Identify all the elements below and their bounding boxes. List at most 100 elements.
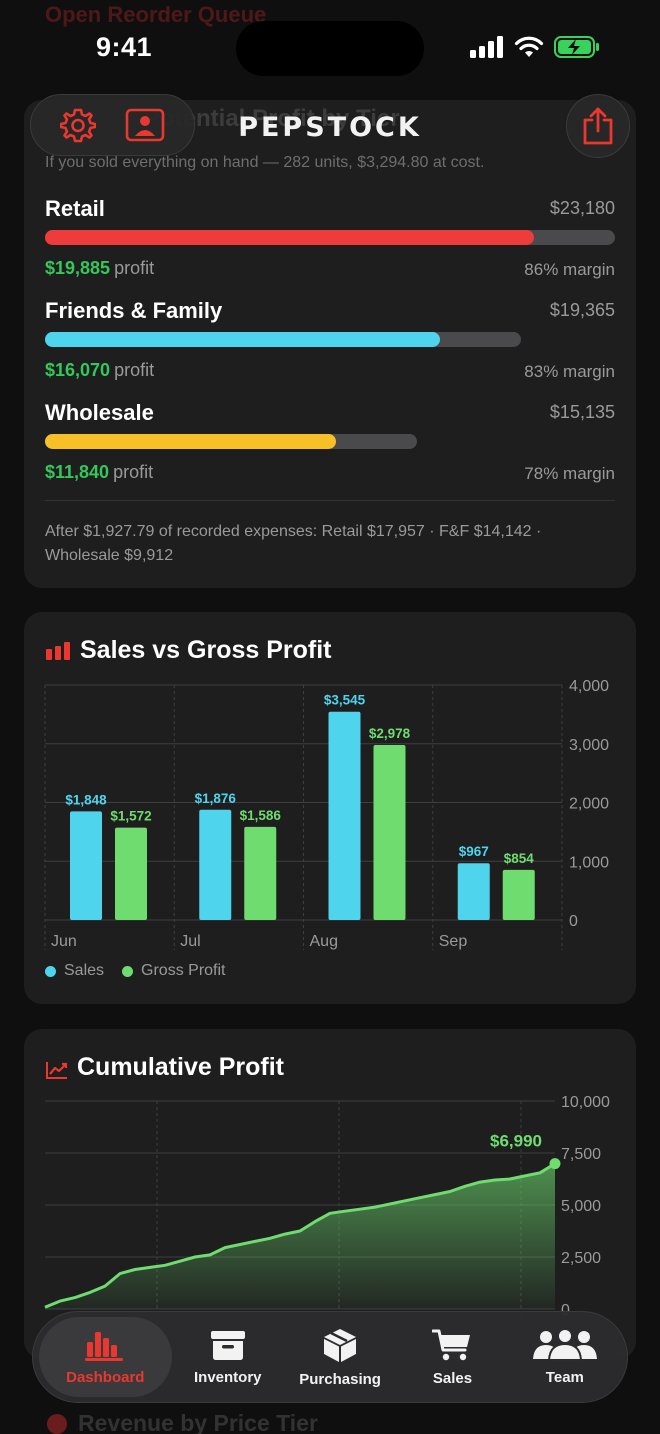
tab-bar: Dashboard Inventory Purchasing Sales: [32, 1311, 628, 1403]
series-line: [44, 1162, 556, 1309]
tier-revenue: $19,365: [549, 300, 615, 320]
tier-profit-bar: [45, 332, 440, 347]
tier-row-friends-family: Friends & Family $19,365 $16,070 profit 8…: [45, 298, 615, 388]
tab-label: Dashboard: [66, 1368, 145, 1386]
bar-sales: [328, 711, 361, 920]
share-button[interactable]: [566, 94, 630, 158]
profile-card-icon[interactable]: [125, 108, 165, 142]
tab-inventory[interactable]: Inventory: [172, 1317, 284, 1397]
legend-label-sales: Sales: [64, 962, 105, 979]
bar-sales: [199, 809, 232, 920]
x-tick-label: Jul: [180, 933, 200, 950]
bar-gross-profit: [244, 826, 277, 920]
cart-icon: [432, 1329, 471, 1360]
tier-profit: $11,840 profit: [45, 462, 153, 483]
bar-value-label: $1,572: [110, 809, 151, 824]
profit-by-tier-card: Potential Profit by Tier If you sold eve…: [24, 100, 636, 588]
cumulative-profit-card: Cumulative Profit 10,000 7,500 5,000 2,500 0…: [24, 1029, 636, 1359]
x-tick-label: Aug: [310, 933, 338, 950]
tier-margin: 83% margin: [524, 362, 615, 381]
tab-dashboard[interactable]: Dashboard: [39, 1317, 172, 1397]
tier-profit-label: profit: [114, 360, 155, 380]
tier-revenue: $23,180: [549, 198, 615, 218]
status-icons: [470, 36, 600, 58]
tab-purchasing[interactable]: Purchasing: [284, 1317, 396, 1397]
ghost-revenue-title: Revenue by Price Tier: [78, 1410, 318, 1434]
tier-margin: 86% margin: [524, 260, 615, 279]
bar-value-label: $1,848: [65, 792, 107, 807]
tier-profit-value: $11,840: [45, 462, 110, 482]
bar-chart-icon: [85, 1331, 124, 1361]
x-tick-label: Jun: [51, 933, 77, 950]
app-header: PEPSTOCK: [0, 92, 660, 162]
bar-sales: [70, 811, 102, 920]
tab-team[interactable]: Team: [509, 1317, 621, 1397]
tier-revenue: $15,135: [549, 402, 615, 422]
sales-profit-bar-chart: 4,000 3,000 2,000 1,000 0 Jun $1,848$1,572 Jul $…: [44, 678, 609, 950]
cumulative-profit-area-chart: 10,000 7,500 5,000 2,500 0 $6,990: [44, 1094, 610, 1329]
bar-gross-profit: [115, 827, 147, 920]
legend-dot-sales: [45, 965, 56, 977]
tier-name: Friends & Family: [45, 298, 223, 323]
tier-row-wholesale: Wholesale $15,135 $11,840 profit 78% marg…: [45, 400, 615, 490]
tab-label: Inventory: [194, 1368, 262, 1386]
legend-item-gross-profit: Gross Profit: [122, 962, 226, 980]
y-tick-label: 0: [561, 1302, 570, 1319]
legend-dot-gross-profit: [122, 965, 134, 977]
app-title: PEPSTOCK: [238, 112, 422, 143]
bar-chart-icon: [46, 642, 70, 660]
trend-line-icon: [46, 1062, 68, 1079]
legend-item-sales: Sales: [45, 962, 104, 980]
tab-label: Sales: [432, 1369, 473, 1387]
bar-value-label: $2,978: [369, 726, 411, 741]
y-tick-label: 10,000: [561, 1094, 610, 1111]
tab-sales[interactable]: Sales: [396, 1317, 508, 1397]
chart-legend: Sales Gross Profit: [45, 962, 226, 980]
status-bar: 9:41: [0, 0, 660, 96]
ghost-reorder-header: Open Reorder Queue: [45, 2, 267, 27]
bar-value-label: $854: [504, 851, 535, 866]
status-time: 9:41: [96, 32, 153, 62]
bar-gross-profit: [373, 745, 406, 920]
end-value-label: $6,990: [490, 1132, 542, 1151]
tag-icon: [47, 1413, 67, 1434]
tier-profit-label: profit: [113, 462, 154, 482]
area-fill: [45, 1163, 555, 1309]
y-tick-label: 0: [569, 913, 578, 930]
chart-title: Sales vs Gross Profit: [80, 636, 332, 664]
bar-value-label: $3,545: [324, 693, 366, 708]
tier-profit-bar: [45, 434, 337, 449]
bar-value-label: $967: [459, 844, 489, 859]
tier-profit-value: $19,885: [45, 258, 111, 278]
x-tick-label: Sep: [439, 933, 468, 950]
cellular-signal-icon: [470, 36, 503, 58]
package-icon: [324, 1328, 357, 1362]
y-tick-label: 5,000: [561, 1198, 601, 1215]
people-icon: [532, 1328, 597, 1361]
tier-profit: $16,070 profit: [45, 360, 154, 381]
tab-label: Purchasing: [299, 1370, 381, 1388]
y-tick-label: 7,500: [561, 1146, 601, 1163]
tier-profit: $19,885 profit: [45, 258, 154, 279]
ghost-revenue-header: Revenue by Price Tier: [46, 1410, 318, 1434]
end-point: [549, 1158, 561, 1170]
divider: [45, 500, 615, 501]
settings-gear-icon[interactable]: [59, 107, 96, 143]
y-tick-label: 2,000: [569, 796, 609, 813]
wifi-icon: [514, 36, 544, 57]
bar-gross-profit: [502, 869, 535, 920]
bar-sales: [457, 863, 490, 920]
header-left-pill: [30, 94, 195, 156]
archive-box-icon: [210, 1330, 245, 1360]
dynamic-island: [236, 21, 424, 76]
y-tick-label: 4,000: [569, 678, 609, 695]
legend-label-gross-profit: Gross Profit: [141, 962, 226, 979]
sales-vs-profit-card: Sales vs Gross Profit 4,000 3,000 2,000 1,0…: [24, 612, 636, 1004]
tier-name: Wholesale: [45, 400, 154, 425]
tier-profit-value: $16,070: [45, 360, 111, 380]
tier-row-retail: Retail $23,180 $19,885 profit 86% margin: [45, 196, 615, 286]
card-subtitle: If you sold everything on hand — 282 uni…: [45, 154, 485, 171]
battery-charging-icon: [554, 36, 599, 58]
tier-profit-bar: [45, 230, 535, 245]
y-tick-label: 3,000: [569, 737, 609, 754]
